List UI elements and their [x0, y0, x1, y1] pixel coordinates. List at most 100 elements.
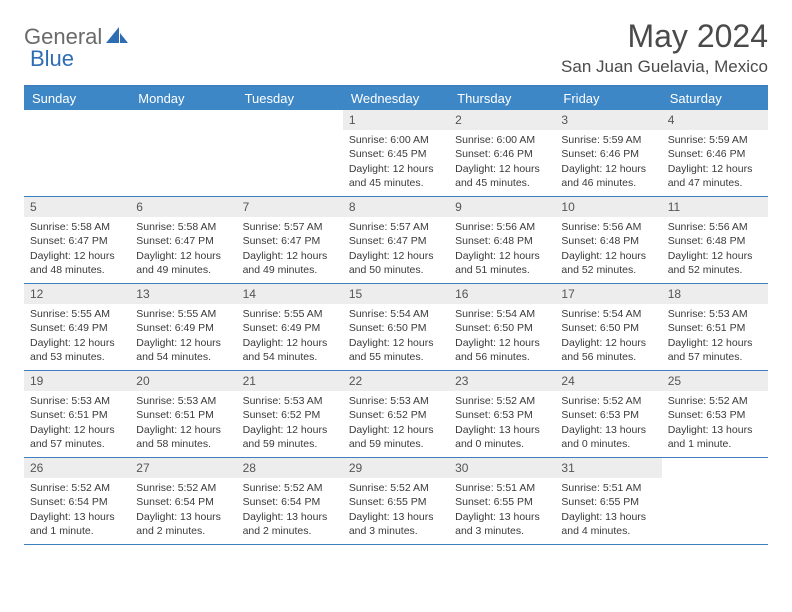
day-number: 16	[449, 284, 555, 304]
sunset-text: Sunset: 6:47 PM	[349, 234, 443, 248]
day-body: Sunrise: 5:53 AMSunset: 6:51 PMDaylight:…	[662, 307, 768, 368]
calendar-day: 1Sunrise: 6:00 AMSunset: 6:45 PMDaylight…	[343, 110, 449, 196]
daylight-text: Daylight: 12 hours and 49 minutes.	[243, 249, 337, 277]
calendar-day: 17Sunrise: 5:54 AMSunset: 6:50 PMDayligh…	[555, 284, 661, 370]
sunrise-text: Sunrise: 5:52 AM	[668, 394, 762, 408]
sunset-text: Sunset: 6:50 PM	[349, 321, 443, 335]
day-number: 8	[343, 197, 449, 217]
calendar-day: 29Sunrise: 5:52 AMSunset: 6:55 PMDayligh…	[343, 458, 449, 544]
day-body: Sunrise: 5:52 AMSunset: 6:53 PMDaylight:…	[555, 394, 661, 455]
day-body: Sunrise: 5:57 AMSunset: 6:47 PMDaylight:…	[343, 220, 449, 281]
day-of-week-header: Wednesday	[343, 87, 449, 110]
sunset-text: Sunset: 6:53 PM	[561, 408, 655, 422]
daylight-text: Daylight: 12 hours and 54 minutes.	[243, 336, 337, 364]
sunset-text: Sunset: 6:46 PM	[455, 147, 549, 161]
calendar-day: 30Sunrise: 5:51 AMSunset: 6:55 PMDayligh…	[449, 458, 555, 544]
sunrise-text: Sunrise: 5:54 AM	[561, 307, 655, 321]
sunset-text: Sunset: 6:51 PM	[668, 321, 762, 335]
sunrise-text: Sunrise: 6:00 AM	[349, 133, 443, 147]
sunrise-text: Sunrise: 5:58 AM	[30, 220, 124, 234]
day-body: Sunrise: 6:00 AMSunset: 6:46 PMDaylight:…	[449, 133, 555, 194]
day-number: 12	[24, 284, 130, 304]
day-number: 31	[555, 458, 661, 478]
daylight-text: Daylight: 13 hours and 0 minutes.	[561, 423, 655, 451]
daylight-text: Daylight: 12 hours and 59 minutes.	[349, 423, 443, 451]
calendar-day: 23Sunrise: 5:52 AMSunset: 6:53 PMDayligh…	[449, 371, 555, 457]
header: General May 2024 San Juan Guelavia, Mexi…	[24, 18, 768, 77]
sunset-text: Sunset: 6:49 PM	[136, 321, 230, 335]
calendar-day: 15Sunrise: 5:54 AMSunset: 6:50 PMDayligh…	[343, 284, 449, 370]
calendar-day: 18Sunrise: 5:53 AMSunset: 6:51 PMDayligh…	[662, 284, 768, 370]
calendar-day: 3Sunrise: 5:59 AMSunset: 6:46 PMDaylight…	[555, 110, 661, 196]
daylight-text: Daylight: 13 hours and 3 minutes.	[455, 510, 549, 538]
daylight-text: Daylight: 12 hours and 59 minutes.	[243, 423, 337, 451]
sunrise-text: Sunrise: 5:54 AM	[455, 307, 549, 321]
day-body: Sunrise: 5:52 AMSunset: 6:53 PMDaylight:…	[449, 394, 555, 455]
calendar-week: 5Sunrise: 5:58 AMSunset: 6:47 PMDaylight…	[24, 197, 768, 284]
sunrise-text: Sunrise: 5:56 AM	[455, 220, 549, 234]
sunrise-text: Sunrise: 6:00 AM	[455, 133, 549, 147]
calendar-day: .	[237, 110, 343, 196]
sunset-text: Sunset: 6:50 PM	[561, 321, 655, 335]
sunrise-text: Sunrise: 5:51 AM	[561, 481, 655, 495]
calendar-day: 28Sunrise: 5:52 AMSunset: 6:54 PMDayligh…	[237, 458, 343, 544]
sunset-text: Sunset: 6:55 PM	[455, 495, 549, 509]
sunset-text: Sunset: 6:51 PM	[136, 408, 230, 422]
sunset-text: Sunset: 6:52 PM	[243, 408, 337, 422]
sunset-text: Sunset: 6:47 PM	[30, 234, 124, 248]
calendar-day: 21 Sunrise: 5:53 AMSunset: 6:52 PMDayligh…	[237, 371, 343, 457]
daylight-text: Daylight: 12 hours and 57 minutes.	[668, 336, 762, 364]
calendar-day: 13Sunrise: 5:55 AMSunset: 6:49 PMDayligh…	[130, 284, 236, 370]
sunrise-text: Sunrise: 5:56 AM	[668, 220, 762, 234]
calendar-day: .	[24, 110, 130, 196]
sunrise-text: Sunrise: 5:52 AM	[136, 481, 230, 495]
calendar-day: 19Sunrise: 5:53 AMSunset: 6:51 PMDayligh…	[24, 371, 130, 457]
day-number: 9	[449, 197, 555, 217]
day-body: Sunrise: 5:52 AMSunset: 6:54 PMDaylight:…	[237, 481, 343, 542]
sunrise-text: Sunrise: 5:53 AM	[30, 394, 124, 408]
sunrise-text: Sunrise: 5:53 AM	[349, 394, 443, 408]
title-block: May 2024 San Juan Guelavia, Mexico	[561, 18, 768, 77]
logo-sail-icon	[106, 25, 128, 50]
sunset-text: Sunset: 6:53 PM	[668, 408, 762, 422]
daylight-text: Daylight: 12 hours and 46 minutes.	[561, 162, 655, 190]
day-number: 21	[237, 371, 343, 391]
day-body: Sunrise: 6:00 AMSunset: 6:45 PMDaylight:…	[343, 133, 449, 194]
calendar-day: .	[662, 458, 768, 544]
day-number: 29	[343, 458, 449, 478]
sunrise-text: Sunrise: 5:59 AM	[668, 133, 762, 147]
daylight-text: Daylight: 13 hours and 4 minutes.	[561, 510, 655, 538]
calendar-day: 5Sunrise: 5:58 AMSunset: 6:47 PMDaylight…	[24, 197, 130, 283]
calendar-day: 4Sunrise: 5:59 AMSunset: 6:46 PMDaylight…	[662, 110, 768, 196]
day-body: Sunrise: 5:58 AMSunset: 6:47 PMDaylight:…	[24, 220, 130, 281]
sunrise-text: Sunrise: 5:52 AM	[455, 394, 549, 408]
calendar-week: ...1Sunrise: 6:00 AMSunset: 6:45 PMDayli…	[24, 110, 768, 197]
day-of-week-header: Monday	[130, 87, 236, 110]
daylight-text: Daylight: 12 hours and 52 minutes.	[668, 249, 762, 277]
day-body: Sunrise: 5:53 AMSunset: 6:52 PMDaylight:…	[237, 394, 343, 455]
day-body: Sunrise: 5:54 AMSunset: 6:50 PMDaylight:…	[343, 307, 449, 368]
day-number: 25	[662, 371, 768, 391]
sunset-text: Sunset: 6:50 PM	[455, 321, 549, 335]
daylight-text: Daylight: 12 hours and 55 minutes.	[349, 336, 443, 364]
sunset-text: Sunset: 6:51 PM	[30, 408, 124, 422]
daylight-text: Daylight: 12 hours and 58 minutes.	[136, 423, 230, 451]
sunrise-text: Sunrise: 5:56 AM	[561, 220, 655, 234]
day-number: 26	[24, 458, 130, 478]
daylight-text: Daylight: 12 hours and 47 minutes.	[668, 162, 762, 190]
sunset-text: Sunset: 6:47 PM	[243, 234, 337, 248]
day-body: Sunrise: 5:59 AMSunset: 6:46 PMDaylight:…	[662, 133, 768, 194]
day-body: Sunrise: 5:55 AMSunset: 6:49 PMDaylight:…	[24, 307, 130, 368]
day-number: 7	[237, 197, 343, 217]
daylight-text: Daylight: 12 hours and 48 minutes.	[30, 249, 124, 277]
day-number: 6	[130, 197, 236, 217]
daylight-text: Daylight: 13 hours and 3 minutes.	[349, 510, 443, 538]
calendar-day: 31Sunrise: 5:51 AMSunset: 6:55 PMDayligh…	[555, 458, 661, 544]
daylight-text: Daylight: 12 hours and 53 minutes.	[30, 336, 124, 364]
daylight-text: Daylight: 13 hours and 1 minute.	[30, 510, 124, 538]
calendar-day: 14Sunrise: 5:55 AMSunset: 6:49 PMDayligh…	[237, 284, 343, 370]
daylight-text: Daylight: 12 hours and 56 minutes.	[561, 336, 655, 364]
daylight-text: Daylight: 12 hours and 54 minutes.	[136, 336, 230, 364]
sunrise-text: Sunrise: 5:52 AM	[561, 394, 655, 408]
sunset-text: Sunset: 6:53 PM	[455, 408, 549, 422]
